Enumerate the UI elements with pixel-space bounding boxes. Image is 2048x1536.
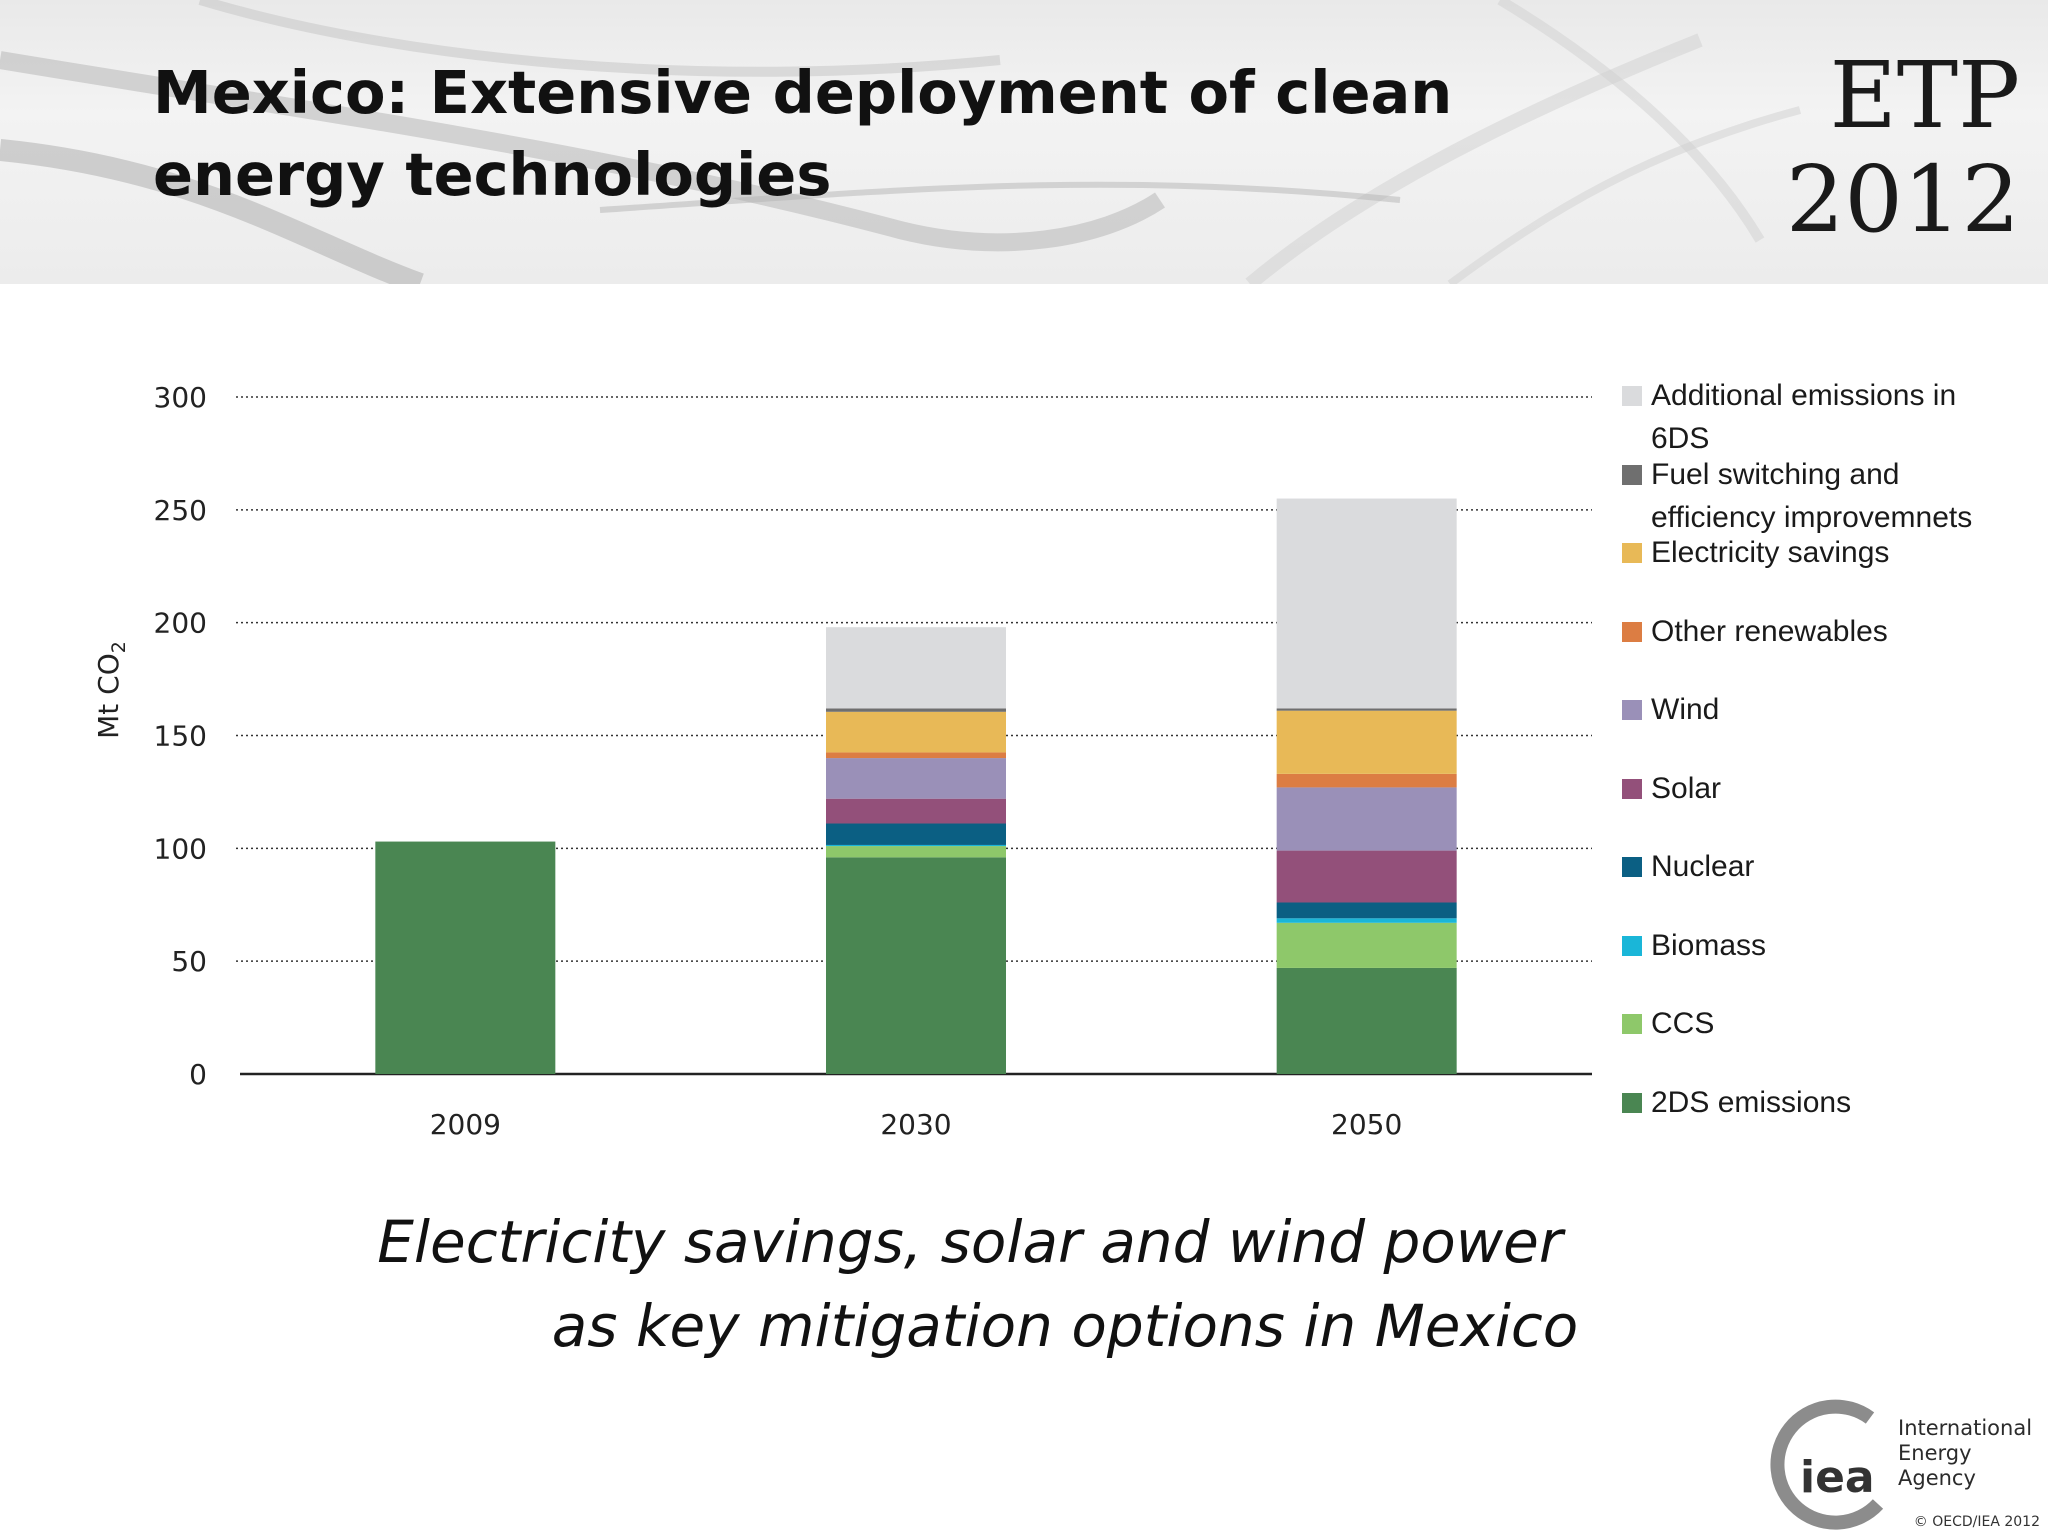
bar-2030-other-renewables (826, 752, 1006, 759)
slide-caption: Electricity savings, solar and wind powe… (330, 1200, 1710, 1368)
bar-2050-wind (1276, 787, 1457, 851)
y-tick-label-50: 50 (171, 945, 207, 978)
emissions-bar-chart: 0 50 100 150 200 250 300 2009 2030 2050 Mt CO2 (92, 381, 1592, 1141)
brand-line-etp: ETP (1829, 42, 2020, 149)
agency-line-2: Energy Agency (1898, 1441, 1976, 1490)
legend-swatch (1622, 386, 1642, 406)
legend-item-solar: Solar (1622, 767, 2011, 810)
x-tick-label-2009: 2009 (430, 1108, 501, 1141)
legend-label: 2DS emissions (1651, 1085, 1852, 1119)
legend-label: Biomass (1651, 928, 1767, 962)
bar-2050-additional-emissions-in-6ds (1276, 498, 1457, 709)
legend-label: Electricity savings (1651, 536, 1890, 569)
y-axis-title: Mt CO2 (92, 641, 130, 739)
legend-swatch (1622, 778, 1642, 799)
bar-2050-2ds-emissions (1276, 967, 1457, 1074)
bar-2050-fuel-switching-and-efficiency-improvemnets (1276, 708, 1457, 711)
legend-label: Solar (1651, 771, 1722, 805)
legend-item-ccs: CCS (1622, 1002, 2011, 1045)
bar-2030-biomass (826, 844, 1006, 847)
legend-label: Fuel switching and efficiency improvemne… (1651, 457, 1973, 534)
bar-2030-additional-emissions-in-6ds (826, 627, 1006, 709)
y-axis-title-main: Mt CO (92, 653, 125, 739)
etp-brand-mark: ETP 2012 (1780, 44, 2020, 252)
legend-swatch (1622, 464, 1642, 485)
iea-logo-ring-icon (1770, 1399, 1884, 1530)
brand-line-year: 2012 (1785, 146, 2020, 253)
legend-swatch (1622, 935, 1642, 956)
bar-2009-2ds-emissions (375, 841, 556, 1074)
y-axis-title-subscript: 2 (108, 641, 130, 653)
slide-title: Mexico: Extensive deployment of clean en… (153, 58, 1453, 209)
agency-line-1: International (1898, 1416, 2033, 1440)
bar-2030-solar (826, 798, 1006, 824)
x-tick-label-2050: 2050 (1331, 1108, 1402, 1141)
legend-label: Wind (1651, 693, 1720, 726)
title-banner: Mexico: Extensive deployment of clean en… (0, 0, 2048, 284)
agency-name: International Energy Agency (1898, 1416, 2048, 1491)
bar-2050-solar (1276, 850, 1457, 903)
iea-logo: iea (1770, 1399, 1884, 1530)
legend-swatch (1622, 700, 1642, 720)
legend-item-electricity-savings: Electricity savings (1622, 531, 2011, 574)
legend-label: Nuclear (1651, 850, 1755, 883)
stacked-bars (375, 498, 1457, 1074)
legend-item-fuel-switching-and-efficiency-improvemnets: Fuel switching and efficiency improvemne… (1622, 453, 2011, 539)
bar-2050-nuclear (1276, 902, 1457, 919)
bar-2050-biomass (1276, 918, 1457, 923)
bar-2050-other-renewables (1276, 773, 1457, 788)
legend-item-other-renewables: Other renewables (1622, 610, 2011, 653)
bar-2030-fuel-switching-and-efficiency-improvemnets (826, 708, 1006, 712)
bar-2030-nuclear (826, 823, 1006, 845)
legend-item-2ds-emissions: 2DS emissions (1622, 1081, 2011, 1124)
copyright-notice: © OECD/IEA 2012 (1913, 1514, 2040, 1530)
legend-item-wind: Wind (1622, 688, 2011, 731)
legend-item-nuclear: Nuclear (1622, 845, 2011, 888)
bar-2050-electricity-savings (1276, 710, 1457, 774)
bar-2030-electricity-savings (826, 711, 1006, 753)
bar-2030-2ds-emissions (826, 857, 1006, 1074)
caption-line-2: as key mitigation options in Mexico (551, 1292, 1579, 1360)
bar-2030-wind (826, 758, 1006, 799)
caption-line-1: Electricity savings, solar and wind powe… (377, 1208, 1563, 1276)
iea-logo-text: iea (1800, 1452, 1875, 1503)
y-tick-label-0: 0 (189, 1058, 207, 1091)
y-tick-label-300: 300 (154, 381, 207, 414)
legend-swatch (1622, 857, 1642, 877)
bar-2050-ccs (1276, 922, 1457, 968)
y-tick-label-100: 100 (154, 832, 207, 865)
legend-swatch (1622, 1092, 1642, 1113)
legend-swatch (1622, 543, 1642, 563)
legend-swatch (1622, 1014, 1642, 1034)
legend-label: Additional emissions in 6DS (1651, 379, 1957, 455)
y-tick-label-150: 150 (154, 720, 207, 753)
legend-item-additional-emissions-in-6ds: Additional emissions in 6DS (1622, 374, 2011, 460)
tick-labels: 0 50 100 150 200 250 300 2009 2030 2050 (154, 381, 1403, 1141)
legend-item-biomass: Biomass (1622, 924, 2011, 967)
bar-2030-ccs (826, 846, 1006, 858)
y-tick-label-250: 250 (154, 494, 207, 527)
legend-label: Other renewables (1651, 614, 1888, 648)
x-tick-label-2030: 2030 (880, 1108, 951, 1141)
legend-swatch (1622, 621, 1642, 642)
banner-swoosh-graphic (0, 0, 1802, 284)
legend-label: CCS (1651, 1007, 1715, 1040)
y-tick-label-200: 200 (154, 607, 207, 640)
